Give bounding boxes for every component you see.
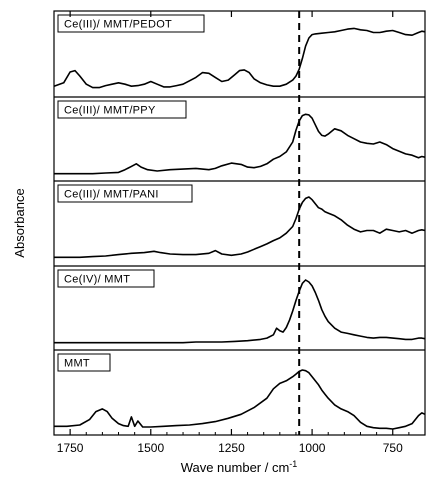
legend-box: [57, 14, 205, 33]
spectrum-trace: [54, 279, 426, 344]
series-label: Ce(III)/ MMT/PANI: [64, 189, 159, 201]
legend-box: [57, 353, 111, 372]
x-axis-label-text: Wave number / cm: [181, 460, 290, 475]
chart-panels: Ce(III)/ MMT/PEDOT Ce(III)/ MMT/PPY Ce(III…: [53, 14, 426, 430]
spectrum-trace: [54, 196, 426, 259]
series-label: Ce(III)/ MMT/PEDOT: [64, 19, 172, 31]
spectrum-trace: [53, 27, 426, 89]
x-tick-label: 1750: [57, 441, 84, 455]
x-axis: 1750 1500 1250 1000 750: [53, 11, 426, 455]
series-label: MMT: [64, 358, 90, 370]
y-axis-label: Absorbance: [12, 188, 27, 257]
legend-box: [57, 269, 155, 288]
x-tick-label: 1000: [299, 441, 326, 455]
spectrum-panel: Ce(III)/ MMT/PANI: [54, 180, 426, 259]
x-tick-label: 1250: [218, 441, 245, 455]
series-label: Ce(III)/ MMT/PPY: [64, 105, 156, 117]
x-axis-label-exponent: -1: [289, 459, 297, 469]
legend-box: [57, 184, 193, 203]
plot-frame: [53, 10, 426, 436]
x-tick-label: 750: [383, 441, 403, 455]
x-axis-label: Wave number / cm-1: [181, 459, 298, 475]
spectrum-trace: [54, 369, 426, 430]
spectrum-panel: MMT: [54, 349, 426, 430]
legend-box: [57, 100, 187, 119]
spectrum-panel: Ce(IV)/ MMT: [54, 265, 426, 344]
spectrum-trace: [54, 113, 426, 175]
spectrum-panel: Ce(III)/ MMT/PEDOT: [53, 14, 426, 89]
spectrum-panel: Ce(III)/ MMT/PPY: [54, 96, 426, 175]
x-tick-label: 1500: [137, 441, 164, 455]
series-label: Ce(IV)/ MMT: [64, 274, 130, 286]
